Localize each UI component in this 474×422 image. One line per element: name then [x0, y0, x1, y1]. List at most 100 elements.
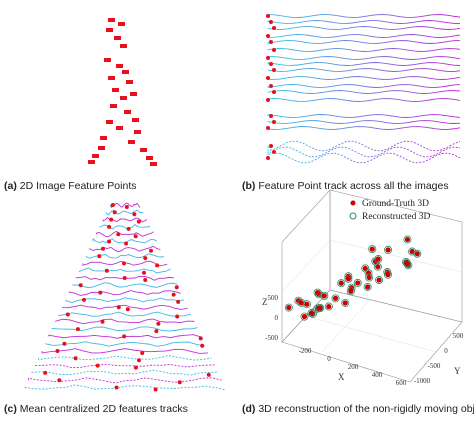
- panel-a: [88, 18, 157, 166]
- feature-point: [125, 307, 130, 312]
- feature-point: [104, 268, 109, 273]
- grid-line: [281, 239, 331, 293]
- track: [267, 76, 461, 80]
- feature-point: [177, 380, 182, 385]
- ground-truth-point: [375, 264, 381, 270]
- feature-point: [272, 48, 276, 52]
- caption-text: Feature Point track across all the image…: [258, 180, 448, 192]
- ground-truth-point: [362, 265, 368, 272]
- track: [38, 355, 212, 361]
- track: [85, 253, 164, 259]
- feature-point: [121, 261, 126, 266]
- feature-point: [100, 136, 107, 140]
- track: [267, 48, 461, 52]
- grid-line: [329, 239, 463, 273]
- ground-truth-point: [326, 303, 332, 310]
- feature-point: [272, 90, 276, 94]
- ground-truth-point: [414, 251, 420, 257]
- ground-truth-point: [316, 305, 322, 311]
- track: [58, 311, 192, 317]
- ground-truth-point: [308, 310, 315, 316]
- feature-point: [118, 22, 125, 26]
- ground-truth-point: [366, 274, 372, 281]
- feature-point: [200, 343, 205, 348]
- ground-truth-point: [321, 293, 327, 299]
- reconstructed-point: [315, 304, 324, 313]
- ground-truth-point: [301, 314, 308, 320]
- reconstructed-point: [302, 300, 311, 309]
- reconstructed-point: [384, 245, 393, 254]
- feature-point: [269, 62, 273, 66]
- ground-truth-point: [375, 256, 381, 262]
- reconstructed-point: [341, 298, 350, 307]
- feature-point: [55, 349, 60, 353]
- feature-point: [122, 70, 129, 74]
- box-wall: [329, 189, 463, 323]
- ground-truth-point: [314, 290, 321, 296]
- feature-point: [269, 144, 273, 148]
- track: [267, 14, 461, 18]
- feature-point: [100, 246, 105, 251]
- feature-point: [171, 292, 176, 297]
- track: [102, 216, 148, 223]
- feature-point: [272, 26, 276, 30]
- feature-point: [126, 80, 133, 84]
- grid-line: [305, 315, 437, 353]
- feature-point: [266, 76, 270, 80]
- feature-point: [266, 34, 270, 38]
- reconstructed-point: [337, 279, 346, 288]
- track: [109, 202, 141, 209]
- track: [267, 120, 461, 124]
- track: [75, 275, 175, 281]
- y-tick-label: -1000: [414, 377, 431, 385]
- feature-point: [266, 98, 270, 102]
- feature-point: [134, 130, 141, 134]
- track: [267, 90, 461, 94]
- reconstructed-point: [365, 273, 374, 282]
- track: [68, 290, 181, 296]
- y-tick-label: -500: [428, 362, 441, 370]
- feature-point: [120, 44, 127, 48]
- caption-text: Mean centralized 2D features tracks: [20, 403, 188, 415]
- caption: (c) Mean centralized 2D features tracks: [4, 403, 188, 415]
- feature-point: [124, 241, 129, 246]
- feature-point: [104, 58, 111, 62]
- feature-point: [112, 210, 117, 215]
- feature-point: [114, 385, 119, 390]
- track: [95, 230, 154, 238]
- feature-point: [266, 126, 270, 130]
- feature-point: [174, 285, 179, 290]
- ground-truth-point: [304, 301, 310, 307]
- track: [41, 348, 209, 354]
- panel-c: [24, 202, 226, 392]
- feature-point: [150, 162, 157, 166]
- feature-point: [62, 341, 67, 346]
- ground-truth-point: [404, 236, 411, 243]
- caption-text: 2D Image Feature Points: [20, 180, 137, 192]
- reconstructed-point: [363, 282, 372, 291]
- y-tick-label: 0: [444, 347, 448, 355]
- feature-point: [88, 160, 95, 164]
- x-tick-label: 200: [348, 363, 359, 371]
- feature-point: [100, 319, 105, 324]
- ground-truth-point: [385, 247, 391, 253]
- feature-point: [140, 351, 145, 355]
- feature-point: [120, 96, 127, 100]
- track: [267, 56, 461, 60]
- feature-point: [106, 120, 113, 124]
- caption-label: (d): [242, 403, 255, 415]
- feature-point: [78, 283, 83, 288]
- x-tick-label: 400: [372, 371, 383, 379]
- reconstructed-point: [373, 262, 382, 271]
- feature-point: [92, 154, 99, 158]
- track: [267, 152, 461, 164]
- feature-point: [206, 372, 211, 377]
- track: [267, 20, 461, 24]
- feature-point: [136, 358, 141, 363]
- feature-point: [122, 334, 127, 339]
- axis-label: X: [338, 372, 345, 382]
- track: [267, 146, 461, 158]
- feature-point: [108, 18, 115, 22]
- track: [61, 304, 188, 310]
- track: [267, 126, 461, 130]
